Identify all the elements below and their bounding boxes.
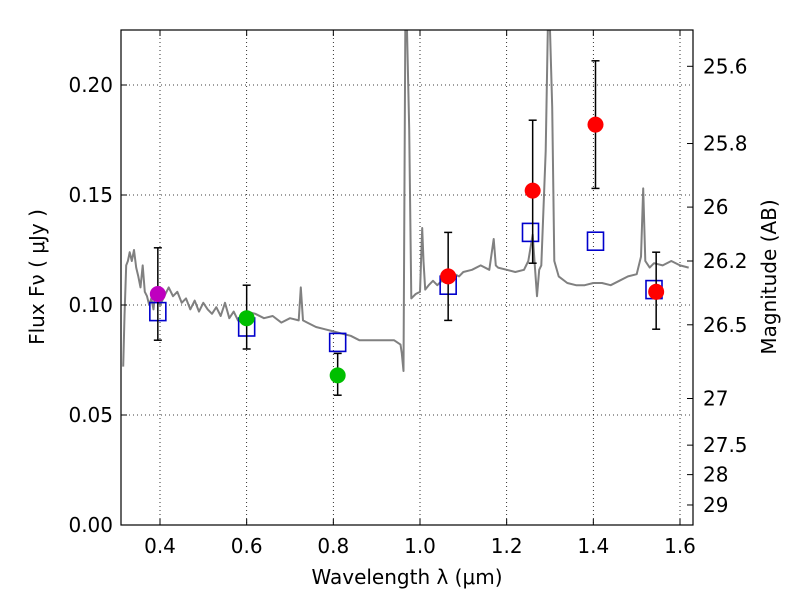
spectrum-layer (122, 30, 689, 372)
y-tick-label: 0.10 (68, 293, 113, 317)
x-tick-label: 1.4 (577, 534, 609, 558)
y-axis-right: 25.6 25.8 26 26.2 26.5 27 27.5 28 29 (687, 54, 748, 517)
observed-point (648, 283, 665, 300)
plot-frame (120, 29, 694, 526)
x-tick-label: 1.2 (491, 534, 523, 558)
right-tick-label: 26.2 (703, 249, 748, 273)
right-tick-label: 25.8 (703, 132, 748, 156)
right-tick-label: 26.5 (703, 313, 748, 337)
x-tick-label: 1.0 (404, 534, 436, 558)
right-tick-label: 26 (703, 195, 728, 219)
model-flux-square (328, 332, 347, 353)
observed-point (587, 116, 604, 133)
y-tick-label: 0.00 (68, 513, 113, 537)
y-tick-label: 0.20 (68, 73, 113, 97)
right-tick-label: 25.6 (703, 54, 748, 78)
x-axis: 0.4 0.6 0.8 1.0 1.2 1.4 1.6 (144, 30, 696, 558)
y-axis-left: 0.00 0.05 0.10 0.15 0.20 (68, 73, 127, 537)
right-tick-label: 29 (703, 493, 728, 517)
spectrum-line (122, 30, 689, 372)
right-tick-label: 27 (703, 387, 728, 411)
observed-point (238, 310, 255, 327)
right-tick-label: 27.5 (703, 433, 748, 457)
x-tick-label: 0.8 (317, 534, 349, 558)
grid (121, 30, 693, 525)
x-tick-label: 1.6 (664, 534, 696, 558)
observed-point (149, 286, 166, 302)
model-flux-square (586, 231, 605, 251)
plot-background (121, 30, 693, 525)
x-tick-label: 0.4 (144, 534, 176, 558)
right-tick-label: 28 (703, 463, 728, 487)
y-axis-right-label: Magnitude (AB) (757, 199, 781, 354)
y-axis-label: Flux Fν ( μJy ) (25, 209, 49, 345)
x-tick-label: 0.6 (231, 534, 263, 558)
y-tick-label: 0.05 (68, 403, 113, 427)
observed-photometry-layer (149, 116, 665, 384)
observed-point (440, 268, 457, 285)
x-axis-label: Wavelength λ (μm) (311, 565, 502, 589)
y-tick-label: 0.15 (68, 183, 113, 207)
observed-point (329, 367, 346, 384)
observed-point (524, 182, 541, 199)
model-flux-square (521, 222, 540, 243)
